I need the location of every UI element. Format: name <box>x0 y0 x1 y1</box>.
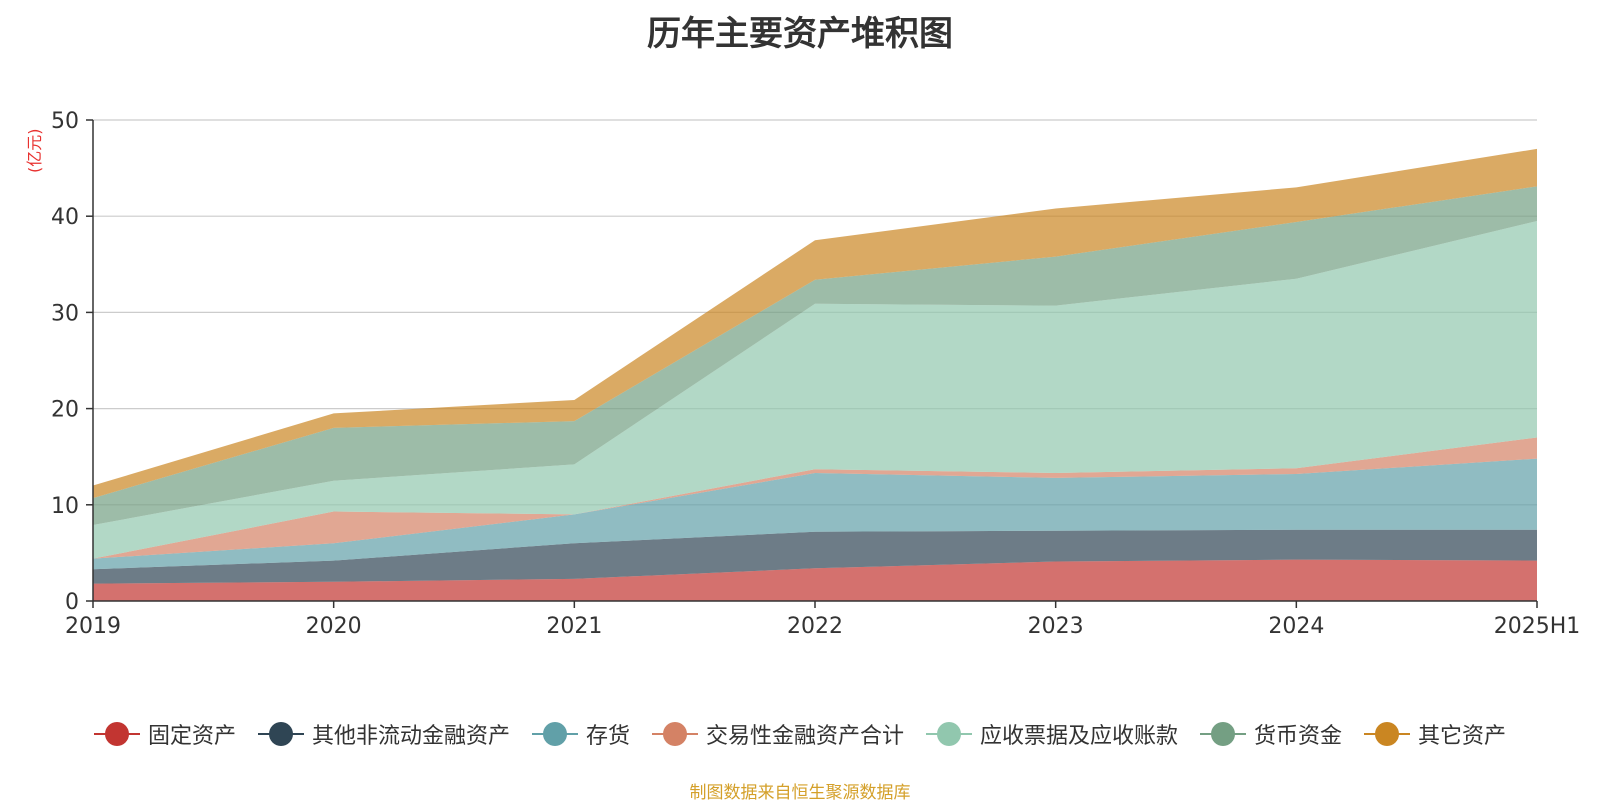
legend-marker-icon <box>1200 722 1247 746</box>
area-series-7 <box>93 148 1537 499</box>
axes <box>86 119 1538 608</box>
chart-title: 历年主要资产堆积图 <box>647 14 953 54</box>
legend-item[interactable]: 货币资金 <box>1200 718 1342 750</box>
legend-item[interactable]: 存货 <box>531 718 630 750</box>
area-series <box>93 148 1537 601</box>
legend-label: 其他非流动金融资产 <box>311 724 510 749</box>
area-series-1 <box>93 559 1537 601</box>
y-tick-labels: 0 10 20 30 40 50 <box>51 109 79 615</box>
stacked-area-chart: 0 10 20 30 40 50 2019 2020 2021 2022 2023 2024 2025… <box>51 109 1580 639</box>
x-tick-label: 2025H1 <box>1494 614 1581 639</box>
area-series-3 <box>93 458 1537 570</box>
y-tick-label: 50 <box>51 109 79 134</box>
legend-item[interactable]: 其他非流动金融资产 <box>257 718 510 750</box>
data-source-note: 制图数据来自恒生聚源数据库 <box>689 783 911 803</box>
x-tick-label: 2021 <box>546 614 602 639</box>
legend-marker-icon <box>257 722 304 746</box>
y-tick-label: 0 <box>65 590 79 615</box>
legend-label: 固定资产 <box>147 724 236 749</box>
legend-label: 其它资产 <box>1418 724 1507 749</box>
legend-item[interactable]: 固定资产 <box>93 718 236 750</box>
area-series-4 <box>93 437 1537 559</box>
legend-marker-icon <box>1364 722 1411 746</box>
y-tick-label: 10 <box>51 494 79 519</box>
legend-item[interactable]: 应收票据及应收账款 <box>926 718 1178 750</box>
x-tick-label: 2024 <box>1268 614 1324 639</box>
legend-label: 应收票据及应收账款 <box>980 724 1179 749</box>
y-tick-label: 20 <box>51 398 79 423</box>
legend-marker-icon <box>93 722 140 746</box>
x-tick-label: 2023 <box>1028 614 1084 639</box>
area-series-2 <box>93 529 1537 584</box>
area-series-6 <box>93 186 1537 526</box>
legend: 固定资产 其他非流动金融资产 存货 交易性金融资产合计 应收票据及应收账款 货币资金 其它资… <box>0 716 1600 752</box>
legend-marker-icon <box>651 722 698 746</box>
legend-marker-icon <box>531 722 578 746</box>
legend-item[interactable]: 交易性金融资产合计 <box>651 718 904 750</box>
legend-item[interactable]: 其它资产 <box>1364 718 1506 750</box>
legend-label: 交易性金融资产合计 <box>705 724 904 749</box>
legend-label: 货币资金 <box>1254 724 1343 749</box>
y-tick-label: 40 <box>51 205 79 230</box>
x-tick-labels: 2019 2020 2021 2022 2023 2024 2025H1 <box>65 614 1580 639</box>
x-tick-label: 2020 <box>306 614 362 639</box>
y-tick-label: 30 <box>51 301 79 326</box>
area-series-5 <box>93 221 1537 559</box>
x-tick-label: 2022 <box>787 614 843 639</box>
legend-marker-icon <box>926 722 972 746</box>
legend-label: 存货 <box>585 724 630 749</box>
x-tick-label: 2019 <box>65 614 121 639</box>
